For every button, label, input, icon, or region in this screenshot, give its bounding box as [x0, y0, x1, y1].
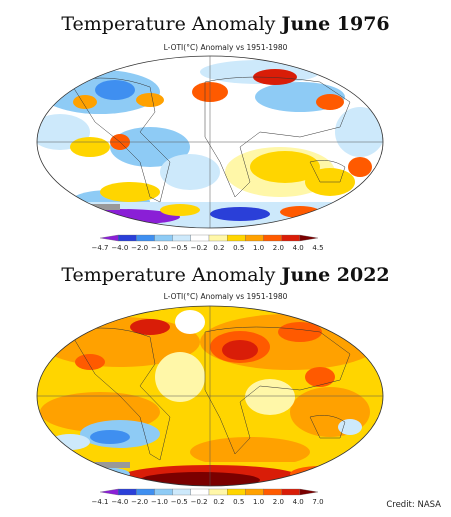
colorbar-swatch: [227, 488, 246, 496]
colorbar-tick-label: 0.2: [213, 244, 224, 252]
colorbar-tick-label: −0.2: [191, 244, 208, 252]
map-subtitle-1976: L-OTI(°C) Anomaly vs 1951-1980: [163, 43, 288, 52]
colorbar-swatches-1976: [99, 234, 319, 242]
colorbar-tick-label: −0.2: [191, 498, 208, 506]
colorbar-tick-label: 7.0: [312, 498, 323, 506]
colorbar-tick-label: −2.0: [131, 498, 148, 506]
map-subtitle-2022: L-OTI(°C) Anomaly vs 1951-1980: [163, 292, 288, 301]
colorbar-tick-label: 4.5: [312, 244, 323, 252]
map-title-2022: Temperature Anomaly June 2022: [61, 264, 390, 286]
colorbar-swatch: [263, 488, 282, 496]
colorbar-tick-label: −4.7: [92, 244, 109, 252]
colorbar-swatch: [99, 488, 119, 496]
colorbar-swatch: [281, 234, 300, 242]
colorbar-tick-label: −1.0: [151, 498, 168, 506]
colorbar-labels-2022: −4.1 −4.0 −2.0 −1.0 −0.5 −0.2 0.2 0.5 1.0 2.0 4.0 7…: [92, 498, 324, 506]
colorbar-swatch: [190, 488, 210, 496]
colorbar-swatch: [299, 234, 319, 242]
colorbar-swatch: [99, 234, 119, 242]
colorbar-swatch: [227, 234, 246, 242]
colorbar-2022: −4.1 −4.0 −2.0 −1.0 −0.5 −0.2 0.2 0.5 1.0 2.0 4.0 7…: [92, 488, 324, 506]
colorbar-swatch: [118, 488, 137, 496]
colorbar-swatches-2022: [99, 488, 319, 496]
map-title-1976: Temperature Anomaly June 1976: [61, 13, 390, 35]
colorbar-swatch: [190, 234, 210, 242]
credit-text: Credit: NASA: [386, 500, 441, 510]
colorbar-swatch: [281, 488, 300, 496]
colorbar-tick-label: −4.0: [111, 498, 128, 506]
colorbar-swatch: [136, 234, 155, 242]
colorbar-tick-label: 0.2: [213, 498, 224, 506]
colorbar-tick-label: 1.0: [253, 244, 264, 252]
colorbar-1976: −4.7 −4.0 −2.0 −1.0 −0.5 −0.2 0.2 0.5 1.0 2.0 4.0 4…: [92, 234, 324, 252]
colorbar-tick-label: 4.0: [293, 498, 304, 506]
colorbar-swatch: [245, 234, 264, 242]
colorbar-tick-label: −4.1: [92, 498, 109, 506]
anomaly-map-2022: [36, 305, 384, 487]
colorbar-tick-label: 0.5: [233, 244, 244, 252]
colorbar-labels-1976: −4.7 −4.0 −2.0 −1.0 −0.5 −0.2 0.2 0.5 1.0 2.0 4.0 4…: [92, 244, 324, 252]
colorbar-swatch: [136, 488, 155, 496]
colorbar-swatch: [208, 488, 228, 496]
panel-june-2022: Temperature Anomaly June 2022 L-OTI(°C) …: [0, 258, 451, 517]
colorbar-swatch: [118, 234, 137, 242]
colorbar-swatch: [172, 234, 191, 242]
colorbar-swatch: [245, 488, 264, 496]
anomaly-map-1976: [36, 55, 384, 229]
colorbar-tick-label: 2.0: [273, 498, 284, 506]
colorbar-tick-label: 0.5: [233, 498, 244, 506]
colorbar-swatch: [154, 234, 173, 242]
colorbar-swatch: [263, 234, 282, 242]
colorbar-swatch: [208, 234, 228, 242]
colorbar-tick-label: −1.0: [151, 244, 168, 252]
colorbar-tick-label: −2.0: [131, 244, 148, 252]
colorbar-tick-label: −4.0: [111, 244, 128, 252]
colorbar-tick-label: −0.5: [171, 244, 188, 252]
colorbar-swatch: [299, 488, 319, 496]
colorbar-tick-label: 1.0: [253, 498, 264, 506]
colorbar-tick-label: −0.5: [171, 498, 188, 506]
panel-june-1976: Temperature Anomaly June 1976 L-OTI(°C) …: [0, 0, 451, 258]
colorbar-tick-label: 4.0: [293, 244, 304, 252]
colorbar-tick-label: 2.0: [273, 244, 284, 252]
colorbar-swatch: [154, 488, 173, 496]
colorbar-swatch: [172, 488, 191, 496]
